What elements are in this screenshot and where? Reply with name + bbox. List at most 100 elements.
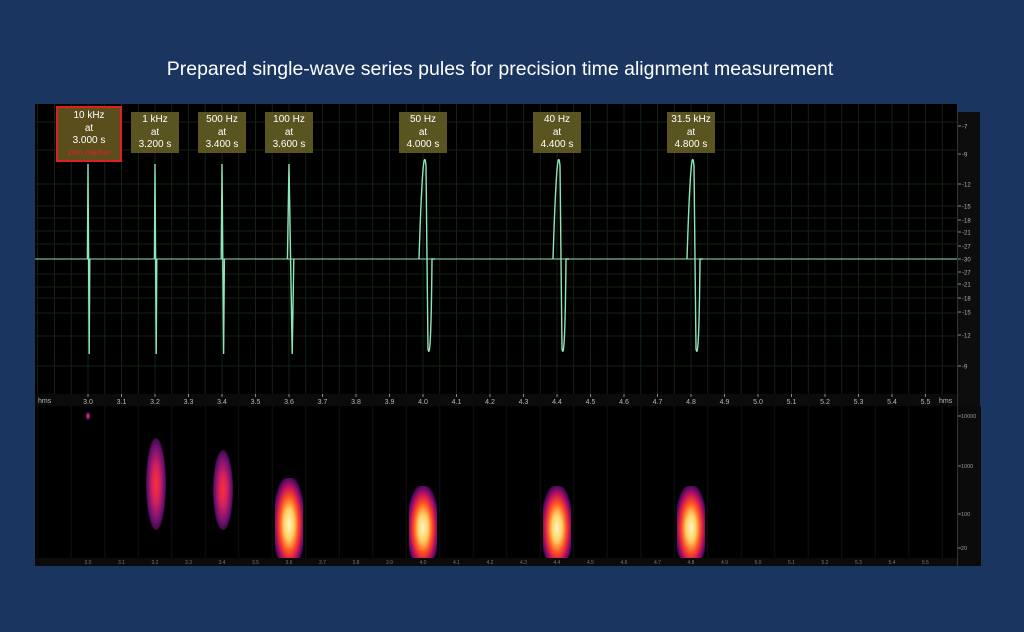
time-tick-23: 5.3 [854,399,864,406]
spec-time-tick-20: 5.0 [755,560,762,566]
pulse-label-time: 3.400 s [205,139,239,150]
spec-time-tick-12: 4.2 [487,560,494,566]
spec-time-tick-19: 4.9 [721,560,728,566]
time-tick-17: 4.7 [653,399,663,406]
spec-time-tick-18: 4.8 [688,560,695,566]
spectro-blob-6 [677,486,705,562]
time-tick-16: 4.6 [619,399,629,406]
time-unit-label: hms [38,398,52,405]
time-tick-18: 4.8 [686,399,696,406]
time-tick-0: 3.0 [83,399,93,406]
pulse-label-time: 3.600 s [272,139,306,150]
amplitude-tick-4: -18 [962,219,971,225]
pulse-label-freq: 31.5 kHz [671,114,711,125]
freq-tick-2: 100 [961,512,970,518]
pulse-label[interactable]: 500 Hz at 3.400 s [198,112,246,153]
pulse-label-time: 4.800 s [674,139,708,150]
pulse-label-freq: 40 Hz [543,114,571,125]
spectro-blob-5 [543,486,571,562]
spectro-blob-2 [213,450,233,530]
spec-time-tick-21: 5.1 [788,560,795,566]
pulse-label-freq: 1 kHz [142,114,168,125]
amplitude-tick-6: -27 [962,245,971,251]
spec-time-tick-16: 4.6 [621,560,628,566]
waveform-pulse-5 [552,158,569,352]
spec-time-tick-6: 3.6 [286,560,293,566]
spectrogram-plot[interactable]: 3.0 3.1 3.2 3.3 3.4 3.5 3.6 3.7 3.8 3.9 4.0 4.1 4.2 4… [35,406,957,566]
pulse-label-at: at [418,126,428,138]
spectro-blob-4 [409,486,437,562]
spec-time-tick-1: 3.1 [118,560,125,566]
spectro-blob-3 [275,478,303,562]
amplitude-tick-1: -9 [962,153,968,159]
freq-tick-1: 1000 [961,464,973,470]
amplitude-scale: -7 -9 -12 -15 -18 -21 -27 -30 -27 -21 -18 -15 -12 -9 [957,112,980,406]
time-tick-3: 3.3 [184,399,194,406]
time-tick-9: 3.9 [385,399,395,406]
waveform-pulse-3 [286,163,295,355]
time-tick-22: 5.2 [820,399,830,406]
amplitude-tick-3: -15 [962,205,971,211]
spec-time-tick-24: 5.4 [889,560,896,566]
pulse-label-freq: 100 Hz [273,114,305,125]
spec-time-tick-17: 4.7 [654,560,661,566]
freq-tick-0: 10000 [961,414,976,420]
time-tick-7: 3.7 [318,399,328,406]
waveform-pulse-6 [686,158,703,352]
amplitude-tick-8: -27 [962,271,971,277]
amplitude-tick-7: -30 [962,258,971,264]
spec-time-tick-0: 3.0 [85,560,92,566]
spectrogram-grid [37,406,943,558]
pulse-label[interactable]: 40 Hz at 4.400 s [533,112,581,153]
time-tick-10: 4.0 [418,399,428,406]
waveform-trace [35,158,957,355]
spectro-blob-1 [146,438,166,530]
waveform-panel[interactable]: hms 3.0 3.1 3.2 3.3 3.4 3.5 3.6 3.7 3.8 3.9 4.0 4.1 4… [35,104,957,406]
spec-time-tick-23: 5.3 [855,560,862,566]
slide-title: Prepared single-wave series pules for pr… [166,58,834,80]
pulse-label-at: at [217,126,227,138]
waveform-pulse-4 [418,158,435,352]
time-axis-top: hms 3.0 3.1 3.2 3.3 3.4 3.5 3.6 3.7 3.8 3.9 4.0 4.1 4… [35,394,957,406]
amplitude-tick-5: -21 [962,231,971,237]
waveform-pulse-2 [220,163,226,355]
waveform-pulse-0 [86,163,91,355]
amplitude-tick-10: -18 [962,297,971,303]
pulse-label-selected[interactable]: 10 kHz at 3.000 s zero marker [56,106,122,162]
time-tick-19: 4.9 [720,399,730,406]
amplitude-tick-2: -12 [962,183,971,189]
spec-time-tick-25: 5.5 [922,560,929,566]
spec-time-tick-5: 3.5 [252,560,259,566]
spec-time-tick-3: 3.3 [185,560,192,566]
spec-time-tick-4: 3.4 [219,560,226,566]
spectrogram-blobs [86,412,705,562]
spectrogram-panel[interactable]: 3.0 3.1 3.2 3.3 3.4 3.5 3.6 3.7 3.8 3.9 4.0 4.1 4.2 4… [35,406,957,566]
pulse-label-at: at [84,122,94,134]
pulse-label-freq: 500 Hz [206,114,238,125]
amplitude-tick-13: -9 [962,365,968,371]
pulse-label[interactable]: 31.5 kHz at 4.800 s [667,112,715,153]
pulse-label-time: 4.000 s [406,139,440,150]
amplitude-tick-9: -21 [962,283,971,289]
pulse-label-time: 3.200 s [138,139,172,150]
pulse-label[interactable]: 1 kHz at 3.200 s [131,112,179,153]
time-tick-5: 3.5 [251,399,261,406]
time-tick-11: 4.1 [452,399,462,406]
time-tick-21: 5.1 [787,399,797,406]
pulse-label-freq: 50 Hz [409,114,437,125]
spec-time-tick-13: 4.3 [520,560,527,566]
spec-time-tick-22: 5.2 [822,560,829,566]
amplitude-tick-12: -12 [962,334,971,340]
time-tick-15: 4.5 [586,399,596,406]
pulse-label-freq: 10 kHz [73,110,105,121]
pulse-label[interactable]: 100 Hz at 3.600 s [265,112,313,153]
time-tick-2: 3.2 [150,399,160,406]
pulse-label[interactable]: 50 Hz at 4.000 s [399,112,447,153]
time-tick-13: 4.3 [519,399,529,406]
time-tick-20: 5.0 [753,399,763,406]
spec-time-tick-10: 4.0 [420,560,427,566]
pulse-label-at: at [284,126,294,138]
spec-time-tick-7: 3.7 [319,560,326,566]
frequency-scale: 10000 1000 100 20 [957,406,981,566]
time-tick-8: 3.8 [351,399,361,406]
